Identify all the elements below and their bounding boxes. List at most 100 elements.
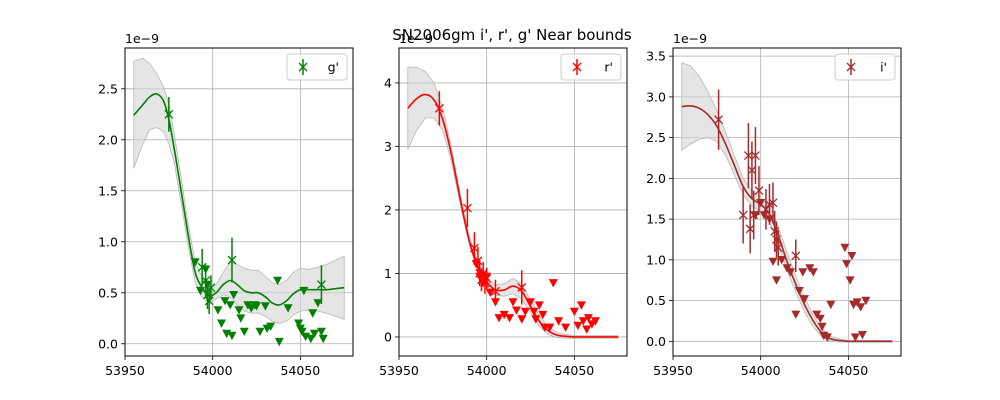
legend-label: i' [880,60,887,75]
upper-limit-marker [786,268,795,277]
upper-limit-marker [313,299,323,308]
detection-marker [791,251,801,261]
upper-limit-marker [195,286,205,296]
y-tick-label: 3.0 [646,89,666,104]
upper-limit-marker [273,276,283,285]
ticks: 53950 54000 54050 0.0 0.5 1.0 1.5 2.0 2.5 3.0 3.5 [646,49,868,378]
detection-marker [316,280,326,290]
upper-limit-marker [850,333,860,342]
upper-limit-marker [554,317,564,326]
detection-marker [227,255,237,265]
detection-marker [749,210,759,220]
panel-1: 53950 54000 54050 0.0 0.5 1.0 1.5 2.0 2.5 1e−9 g' [98,31,354,378]
upper-limit-marker [213,306,223,315]
y-tick-label: 2.5 [646,130,666,145]
detections [714,89,801,273]
y-tick-label: 1.5 [98,183,118,198]
upper-limit-marker [791,310,801,319]
y-tick-label: 0 [384,329,392,344]
upper-limit-marker [299,286,309,296]
x-tick-label: 54050 [281,363,321,378]
upper-limit-marker [861,296,871,306]
detection-marker [197,262,207,272]
upper-limit-marker [255,327,265,336]
upper-limit-marker [798,268,808,277]
detection-marker [482,274,492,283]
upper-limit-marker [217,319,226,328]
detection-marker [770,226,780,236]
y-tick-label: 2 [384,202,392,217]
upper-limit-marker [266,322,276,331]
upper-limit-marker [573,321,583,330]
detection-marker [773,243,783,253]
upper-limit-marker [852,298,862,307]
axes-frame [398,47,628,357]
detection-marker [750,151,760,161]
upper-limit-marker [283,304,293,313]
upper-limit-marker [826,300,836,310]
upper-limit-marker [227,331,237,341]
detection-marker [204,296,214,306]
upper-limit-marker [520,307,530,316]
detection-marker [768,198,778,208]
upper-limit-marker [508,298,518,307]
upper-limit-marker [857,331,867,340]
upper-limit-marker [505,314,514,323]
y-tick-label: 0.5 [646,293,666,308]
y-tick-label: 1.0 [646,252,666,267]
detection-marker [462,203,472,213]
upper-limit-marker [590,317,600,326]
upper-limit-marker [526,298,535,307]
x-tick-label: 54000 [467,363,507,378]
legend-box [286,53,348,81]
x-tick-label: 53950 [653,363,693,378]
detection-marker [202,290,212,300]
upper-limit-marker [531,315,541,324]
upper-limit-marker [274,337,284,347]
legend: g' [286,53,348,81]
upper-limit-marker [306,334,316,344]
legend-marker [298,62,308,72]
upper-limit-marker [545,323,555,332]
detection-marker [473,256,483,266]
upper-limit-marker [517,315,527,324]
legend: r' [560,53,622,81]
upper-limit-marker [538,310,548,320]
y-offset-label: 1e−9 [673,31,707,46]
axes-frame [672,47,902,357]
upper-limit-marker [229,291,239,300]
detection-marker [754,186,764,196]
upper-limit-marker [822,333,832,342]
upper-limit-marker [220,297,230,306]
legend-label: r' [604,60,613,75]
upper-limit-marker [548,279,558,288]
upper-limit-marker [583,314,593,323]
legend-label: g' [328,60,339,75]
x-tick-label: 53950 [105,363,145,378]
x-tick-label: 53950 [379,363,419,378]
ticks: 53950 54000 54050 0 1 2 3 4 [379,75,594,378]
detections [164,96,326,315]
detection-marker [478,268,488,278]
y-tick-label: 1.5 [646,212,666,227]
detection-marker [201,276,211,285]
y-tick-label: 0.0 [98,336,118,351]
y-tick-label: 3 [384,139,392,154]
y-offset-label: 1e−9 [125,31,159,46]
detection-marker [469,243,479,253]
upper-limit-marker [318,334,328,344]
legend-marker [846,62,856,72]
upper-limit-marker [234,306,244,315]
upper-limit-marker [239,327,249,336]
upper-limit-marker [494,314,504,323]
upper-limit-marker [485,288,495,297]
upper-limit-marker [309,329,319,339]
upper-limit-marker [252,302,261,311]
panel-3: 53950 54000 54050 0.0 0.5 1.0 1.5 2.0 2.5 3.0 3.5 1… [646,31,902,378]
detection-marker [743,151,753,161]
upper-limit-marker [316,327,326,336]
upper-limit-marker [529,307,539,316]
upper-limit-marker [569,307,579,316]
upper-limit-marker [815,314,825,323]
